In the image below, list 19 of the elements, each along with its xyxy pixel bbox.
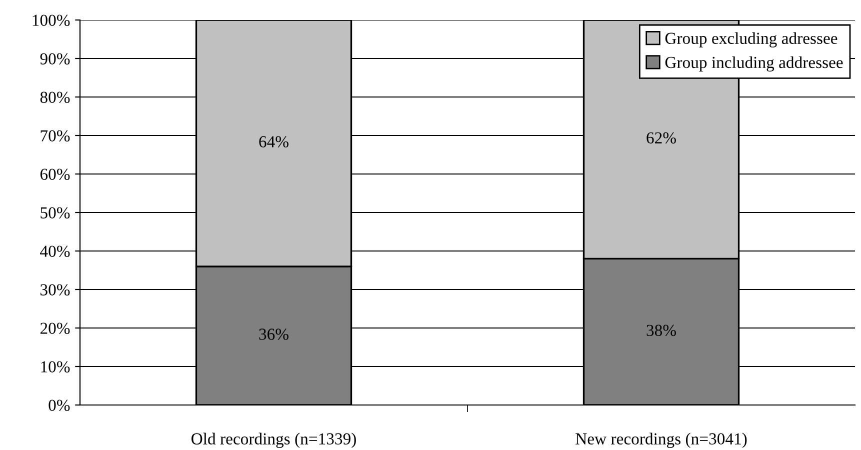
data-label: 36%	[259, 328, 288, 340]
y-tick-label: 50%	[40, 207, 70, 218]
data-label: 64%	[259, 136, 288, 148]
legend-label: Group excluding adressee	[665, 32, 838, 48]
x-tick-label: New recordings (n=3041)	[576, 432, 747, 448]
y-tick-label: 70%	[40, 130, 70, 142]
x-tick-label: Old recordings (n=1339)	[192, 432, 356, 448]
y-tick-label: 90%	[40, 53, 70, 64]
data-label: 62%	[646, 132, 676, 144]
y-tick-label: 80%	[40, 92, 70, 103]
y-tick-label: 10%	[41, 361, 70, 372]
y-tick-label: 0%	[48, 400, 70, 411]
y-tick-label: 40%	[40, 246, 70, 257]
y-tick-label: 60%	[40, 168, 70, 180]
y-tick-label: 20%	[40, 322, 70, 334]
legend-label: Group including addressee	[665, 56, 843, 72]
data-label: 38%	[646, 324, 676, 336]
y-tick-label: 30%	[40, 284, 70, 296]
y-tick-label: 100%	[32, 14, 70, 26]
